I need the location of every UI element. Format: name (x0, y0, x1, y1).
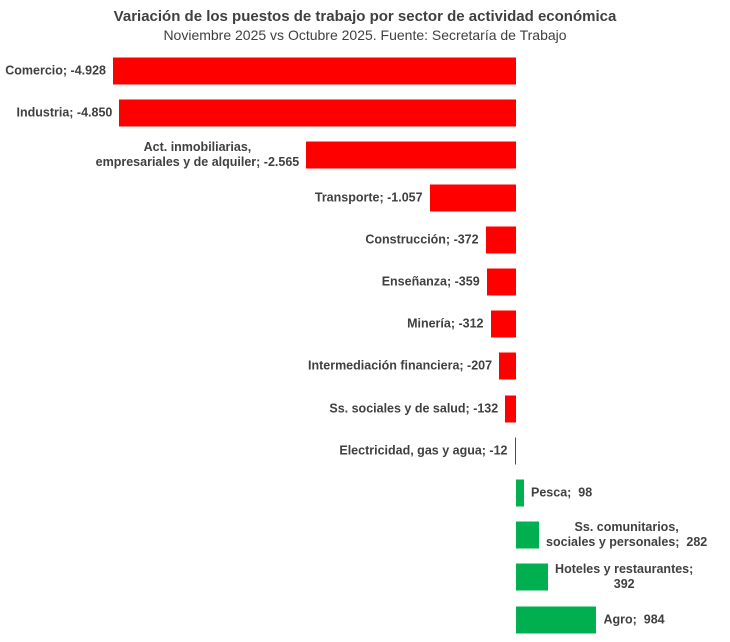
bar-label: Transporte; -1.057 (314, 190, 423, 205)
bar-negative (490, 310, 516, 338)
chart-row-Pesca: Pesca; 98 (0, 472, 730, 514)
chart-row-Comercio: Comercio; -4.928 (0, 50, 730, 92)
bar-negative (119, 99, 516, 127)
chart-subtitle: Noviembre 2025 vs Octubre 2025. Fuente: … (163, 27, 567, 43)
bar-negative (306, 141, 516, 169)
chart-row-Minería: Minería; -312 (0, 303, 730, 345)
bar-label: Act. inmobiliarias, empresariales y de al… (95, 140, 300, 170)
chart-row-Act. inmobiliarias, empresariales y de alquiler: Act. inmobiliarias, empresariales y de al… (0, 134, 730, 176)
bar-label: Ss. sociales y de salud; -132 (329, 401, 499, 416)
plot-area: Comercio; -4.928 Industria; -4.850 Act. in… (0, 50, 730, 642)
bar-label: Construcción; -372 (365, 232, 479, 247)
chart-row-Industria: Industria; -4.850 (0, 92, 730, 134)
chart-row-Hoteles y restaurantes: Hoteles y restaurantes; 392 (0, 556, 730, 598)
bar-negative (485, 226, 516, 254)
bar-label: Ss. comunitarios, sociales y personales; … (546, 520, 708, 550)
bar-label: Intermediación financiera; -207 (307, 358, 493, 373)
chart-row-Transporte: Transporte; -1.057 (0, 177, 730, 219)
bar-negative (486, 268, 516, 296)
bar-positive (516, 479, 524, 507)
chart-row-Intermediación financiera: Intermediación financiera; -207 (0, 345, 730, 387)
bar-negative (113, 57, 516, 85)
chart-row-Ss. sociales y de salud: Ss. sociales y de salud; -132 (0, 388, 730, 430)
chart-row-Construcción: Construcción; -372 (0, 219, 730, 261)
chart-row-Ss. comunitarios, sociales y personales: Ss. comunitarios, sociales y personales; … (0, 514, 730, 556)
bar-label: Electricidad, gas y agua; -12 (339, 443, 508, 458)
chart-row-Electricidad, gas y agua: Electricidad, gas y agua; -12 (0, 430, 730, 472)
bar-positive (516, 606, 597, 634)
bar-label: Comercio; -4.928 (5, 63, 106, 78)
bar-positive (516, 563, 549, 591)
chart-row-Agro: Agro; 984 (0, 599, 730, 641)
bar-label: Enseñanza; -359 (381, 274, 480, 289)
bar-label: Pesca; 98 (531, 485, 593, 500)
bar-negative (514, 437, 516, 465)
bar-label: Minería; -312 (407, 316, 484, 331)
chart-row-Enseñanza: Enseñanza; -359 (0, 261, 730, 303)
chart-title: Variación de los puestos de trabajo por … (113, 8, 617, 25)
bar-label: Hoteles y restaurantes; 392 (555, 562, 694, 592)
bar-label: Industria; -4.850 (16, 105, 113, 120)
bar-positive (516, 521, 540, 549)
bar-negative (499, 352, 516, 380)
bar-negative (429, 184, 516, 212)
bar-label: Agro; 984 (603, 612, 665, 627)
bar-negative (505, 395, 516, 423)
